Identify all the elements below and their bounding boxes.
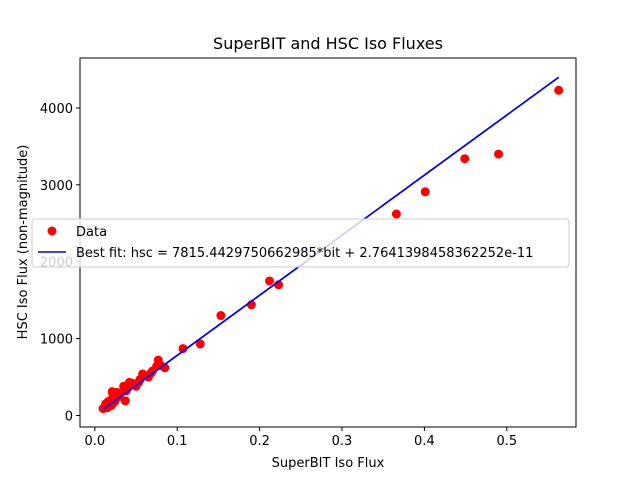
legend-data-label: Data xyxy=(76,225,107,240)
legend: Data Best fit: hsc = 7815.442975066298​5… xyxy=(31,218,570,268)
data-point xyxy=(391,209,401,219)
x-tick-label: 0.3 xyxy=(332,434,353,449)
legend-fit-label: Best fit: hsc = 7815.442975066298​5*bit … xyxy=(76,246,533,261)
y-axis-label: HSC Iso Flux (non-magnitude) xyxy=(16,145,31,340)
legend-data-marker xyxy=(47,226,57,236)
y-tick-label: 4000 xyxy=(40,102,73,117)
x-tick-label: 0.2 xyxy=(249,434,270,449)
data-point xyxy=(420,187,430,197)
x-tick-label: 0.4 xyxy=(414,434,435,449)
chart-title: SuperBIT and HSC Iso Fluxes xyxy=(213,34,443,53)
data-point xyxy=(494,149,504,159)
data-point xyxy=(120,396,130,406)
x-tick-label: 0.5 xyxy=(496,434,517,449)
y-tick-label: 1000 xyxy=(40,333,73,348)
data-point xyxy=(216,311,226,321)
data-point xyxy=(178,344,188,354)
data-point xyxy=(554,85,564,95)
x-axis: 0.0 0.1 0.2 0.3 0.4 0.5 xyxy=(84,427,517,449)
x-tick-label: 0.0 xyxy=(84,434,105,449)
x-axis-label: SuperBIT Iso Flux xyxy=(272,456,385,471)
y-tick-label: 3000 xyxy=(40,179,73,194)
plot-area xyxy=(98,76,564,414)
data-point xyxy=(460,154,470,164)
y-tick-label: 0 xyxy=(65,409,73,424)
data-point xyxy=(195,339,205,349)
legend-box xyxy=(31,218,570,268)
x-tick-label: 0.1 xyxy=(167,434,188,449)
data-point xyxy=(265,276,275,286)
